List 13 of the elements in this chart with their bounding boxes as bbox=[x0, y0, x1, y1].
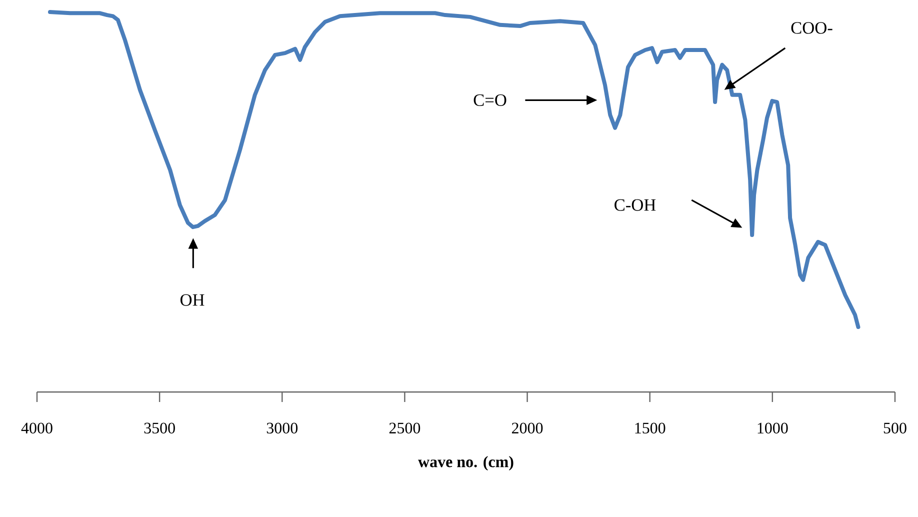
annotation: OH bbox=[180, 294, 204, 306]
annotation: C=O bbox=[474, 94, 506, 106]
x-tick-label: 2000 bbox=[512, 422, 543, 434]
x-tick-label: 1500 bbox=[635, 422, 666, 434]
x-tick-label: 500 bbox=[884, 422, 906, 434]
x-tick-label: 3500 bbox=[144, 422, 175, 434]
x-tick-label: 2500 bbox=[389, 422, 420, 434]
x-tick-label: 4000 bbox=[21, 422, 52, 434]
x-tick-label: 3000 bbox=[266, 422, 298, 434]
annotation: COO- bbox=[791, 22, 832, 34]
x-tick-label: 1000 bbox=[758, 422, 788, 434]
annotation: C-OH bbox=[614, 199, 656, 211]
x-axis-title: wave no. (cm) bbox=[418, 456, 514, 470]
